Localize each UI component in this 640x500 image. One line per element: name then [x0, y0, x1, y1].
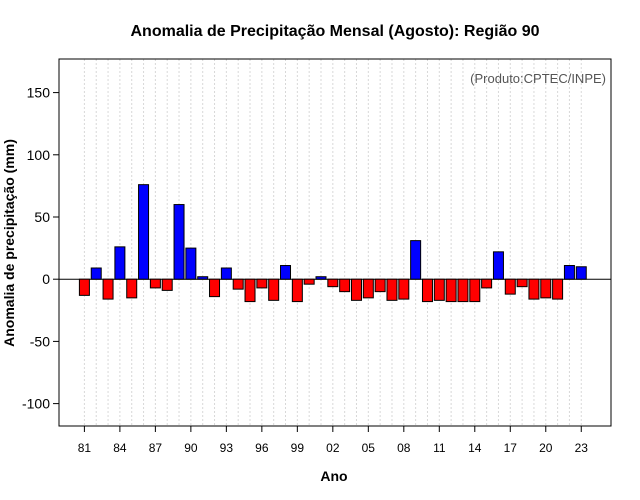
bar-2015: [481, 278, 493, 289]
bar-2003: [339, 278, 351, 293]
bar-1997: [268, 278, 280, 301]
bar-2007: [386, 278, 398, 301]
bar-2008: [398, 278, 410, 300]
y-axis: 150 100 50 0 -50 -100: [22, 85, 59, 412]
bar-2016: [492, 251, 504, 280]
bar-2002: [327, 278, 339, 288]
bar-1985: [126, 278, 138, 299]
x-tick-label: 23: [575, 441, 589, 455]
y-tick-label: 100: [27, 147, 51, 163]
x-tick-label: 81: [78, 441, 92, 455]
bar-1991: [197, 276, 209, 280]
x-tick-label: 14: [468, 441, 482, 455]
bar-1992: [209, 278, 221, 298]
x-axis: 81 84 87 90 93 96 99 02 05 08 11 14 17 20 23: [78, 426, 589, 455]
bar-2023: [575, 266, 587, 280]
bar-1984: [114, 246, 126, 280]
y-tick-label: -100: [22, 396, 50, 412]
product-credit: (Produto:CPTEC/INPE): [470, 71, 606, 86]
x-tick-label: 93: [220, 441, 234, 455]
x-axis-label: Ano: [320, 468, 347, 484]
bar-1986: [138, 184, 150, 280]
bar-2012: [445, 278, 457, 303]
bar-1983: [102, 278, 114, 300]
bar-1990: [185, 247, 197, 280]
bar-1999: [291, 278, 303, 303]
bar-2019: [528, 278, 540, 300]
x-tick-label: 84: [113, 441, 127, 455]
bar-2013: [457, 278, 469, 303]
bars: [78, 184, 587, 303]
bar-1988: [161, 278, 173, 291]
bar-1996: [256, 278, 268, 289]
x-tick-label: 02: [326, 441, 340, 455]
bar-2017: [504, 278, 516, 295]
bar-2010: [421, 278, 433, 303]
y-tick-label: 150: [27, 85, 51, 101]
x-tick-label: 87: [149, 441, 163, 455]
bar-2022: [563, 265, 575, 280]
bar-2020: [540, 278, 552, 299]
bar-1989: [173, 204, 185, 280]
x-tick-label: 90: [184, 441, 198, 455]
bar-2006: [374, 278, 386, 293]
bar-2005: [362, 278, 374, 299]
y-axis-label: Anomalia de precipitação (mm): [1, 139, 17, 347]
x-tick-label: 08: [397, 441, 411, 455]
bar-2004: [350, 278, 362, 301]
x-tick-label: 05: [362, 441, 376, 455]
bar-2021: [552, 278, 564, 300]
bar-1982: [90, 267, 102, 280]
bar-1987: [149, 278, 161, 289]
bar-1998: [280, 265, 292, 280]
x-tick-label: 96: [255, 441, 269, 455]
bar-1995: [244, 278, 256, 303]
gridlines: [83, 59, 582, 426]
bar-1993: [220, 267, 232, 280]
y-tick-label: 0: [42, 271, 50, 287]
bar-2009: [410, 240, 422, 280]
y-tick-label: 50: [34, 209, 50, 225]
x-tick-label: 17: [504, 441, 518, 455]
bar-2014: [469, 278, 481, 303]
bar-2011: [433, 278, 445, 301]
chart-title: Anomalia de Precipitação Mensal (Agosto)…: [131, 23, 540, 40]
bar-2018: [516, 278, 528, 288]
bar-1994: [232, 278, 244, 290]
x-tick-label: 11: [433, 441, 446, 455]
bar-2001: [315, 276, 327, 280]
bar-1981: [78, 278, 90, 296]
y-tick-label: -50: [30, 333, 50, 349]
bar-2000: [303, 278, 315, 285]
plot-frame: [58, 58, 612, 427]
x-tick-label: 99: [291, 441, 305, 455]
x-tick-label: 20: [539, 441, 553, 455]
